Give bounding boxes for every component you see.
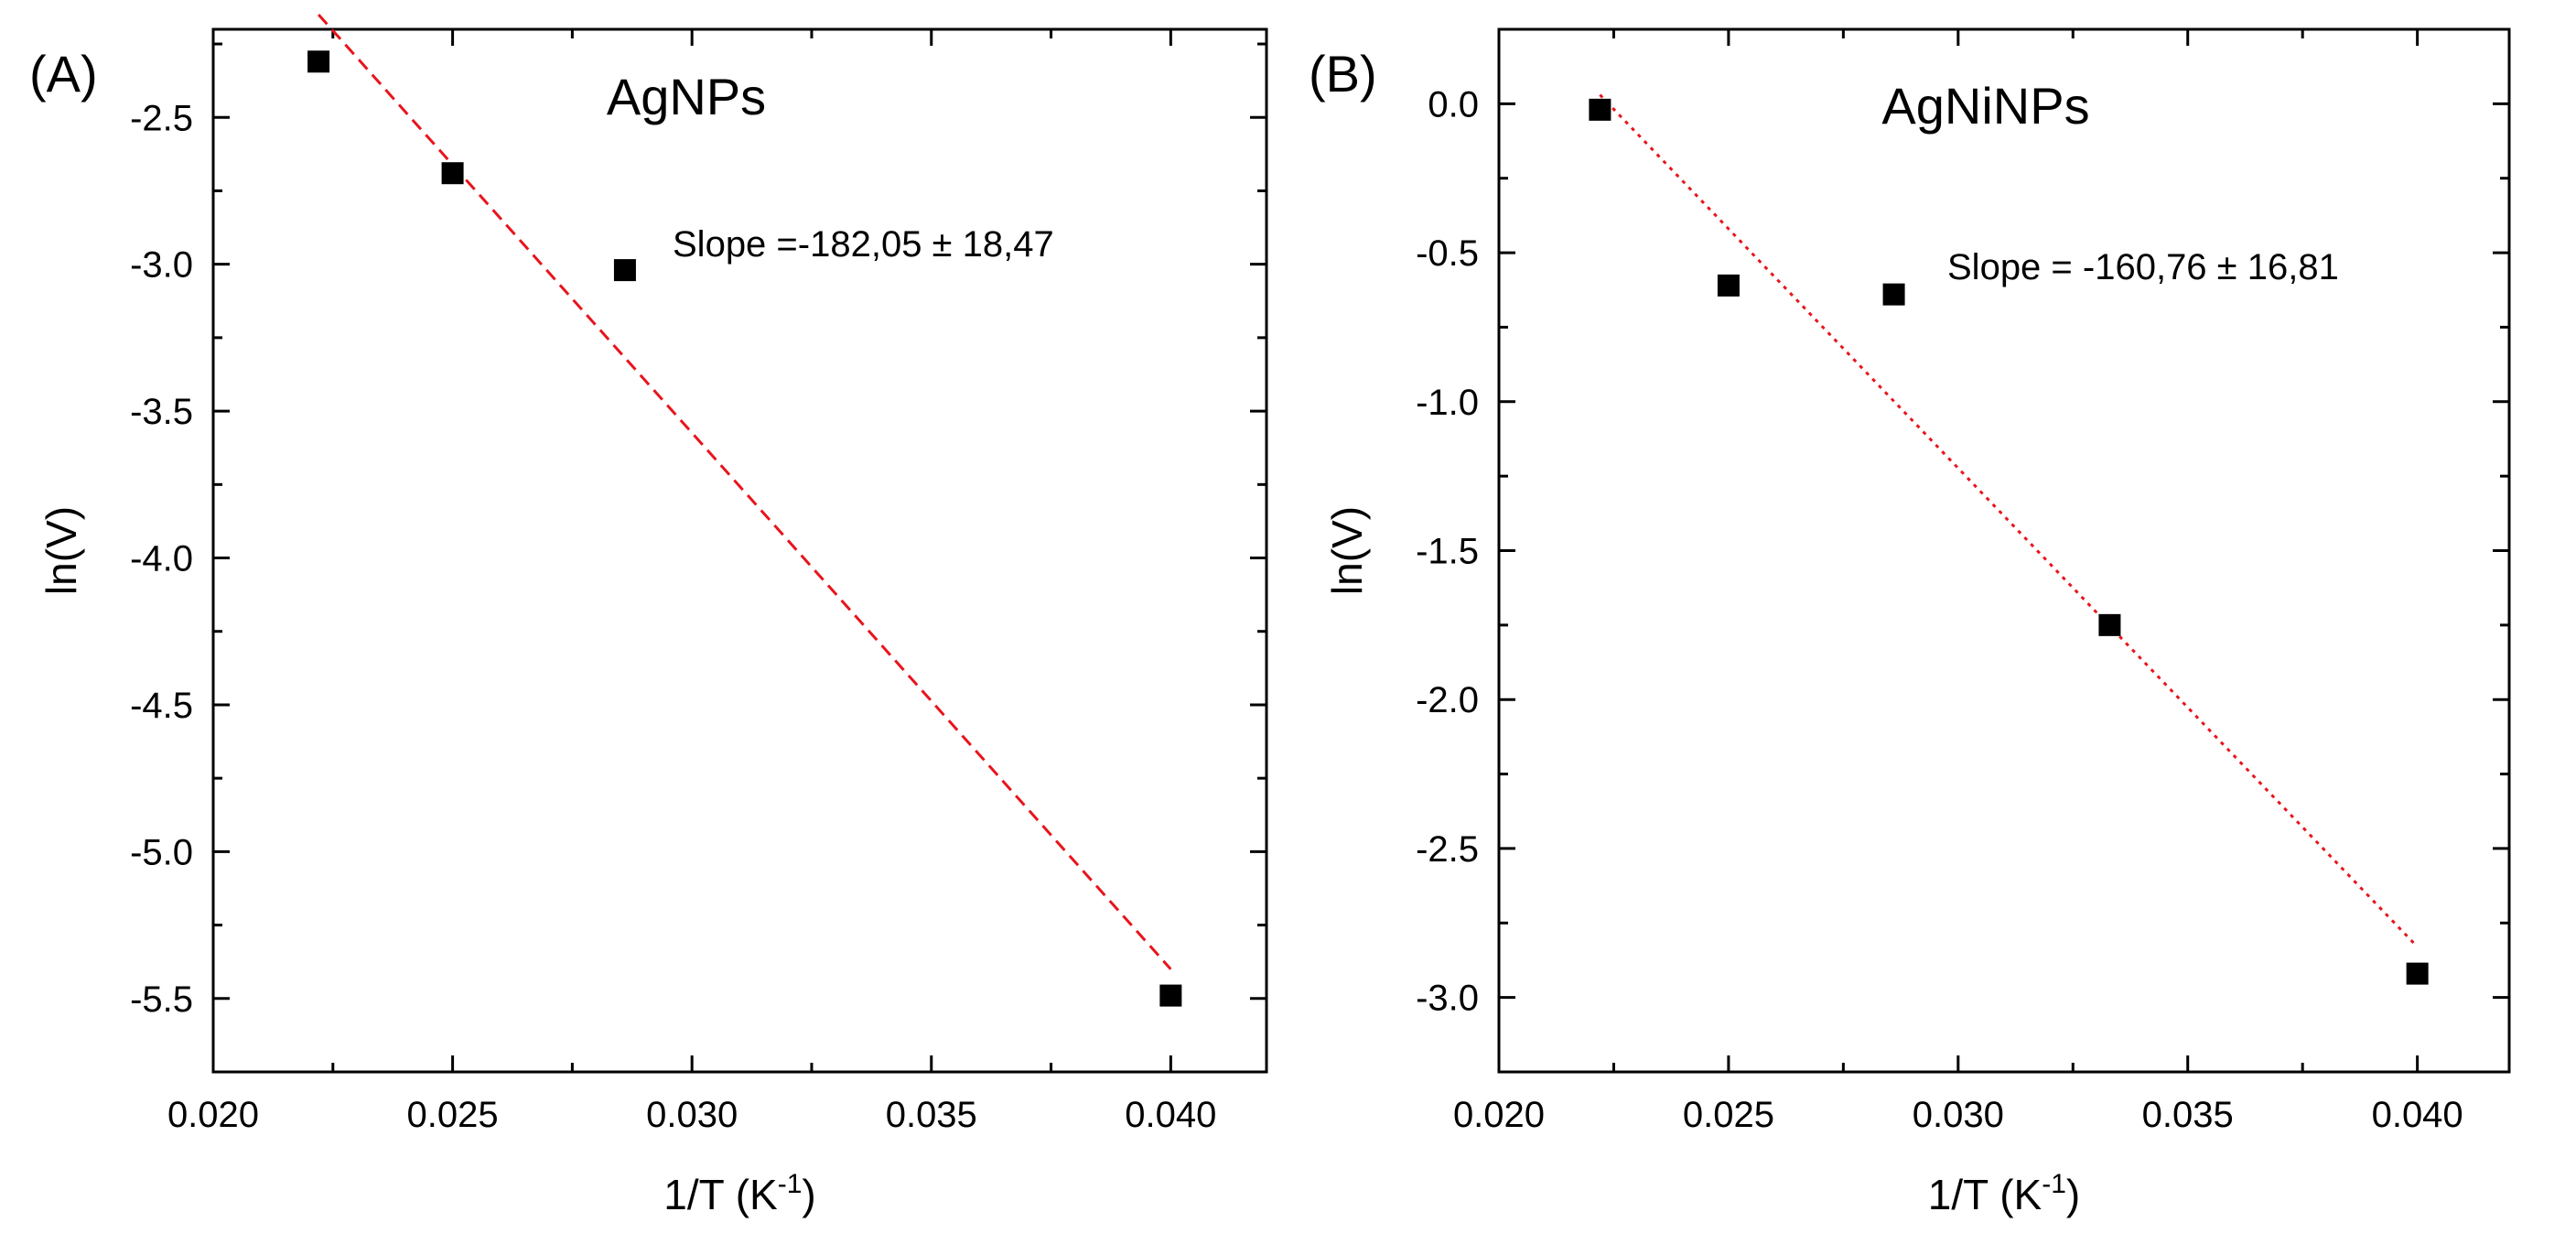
x-axis-title: 1/T (K-1): [1928, 1169, 2080, 1218]
x-axis-title-main: 1/T (K: [663, 1171, 778, 1218]
x-tick-label: 0.035: [886, 1095, 977, 1135]
y-tick-label: -1.5: [1416, 532, 1479, 572]
fit-line: [317, 13, 1172, 970]
x-axis-title: 1/T (K-1): [663, 1169, 815, 1218]
x-axis-title-end: ): [2066, 1171, 2080, 1218]
x-tick-label: 0.030: [646, 1095, 738, 1135]
x-tick-label: 0.030: [1913, 1095, 2004, 1135]
x-tick-label: 0.020: [167, 1095, 259, 1135]
x-tick-label: 0.025: [407, 1095, 499, 1135]
y-tick-label: -3.5: [130, 392, 193, 432]
data-point: [1159, 984, 1182, 1007]
y-tick-label: -2.5: [130, 98, 193, 138]
y-tick-label: 0.0: [1428, 84, 1479, 124]
panel-label: (B): [1309, 45, 1377, 103]
x-axis-title-main: 1/T (K: [1928, 1171, 2042, 1218]
data-point: [1589, 98, 1611, 121]
data-point: [1882, 283, 1905, 306]
plot-frame: [1497, 27, 2511, 1074]
plot-frame: [211, 27, 1268, 1074]
y-tick-label: -4.0: [130, 539, 193, 579]
y-tick-label: -3.0: [1416, 979, 1479, 1019]
data-point: [307, 50, 330, 73]
y-axis-title: ln(V): [1323, 506, 1371, 595]
panel-a: 0.020 0.025 0.030 0.035 0.040 -2.5 -3.0 -3.5 -4.…: [29, 13, 1268, 1218]
y-tick-label: -5.5: [130, 979, 193, 1020]
panel-title: AgNPs: [607, 68, 766, 125]
x-tick-label: 0.035: [2142, 1095, 2234, 1135]
data-point: [1717, 274, 1740, 297]
y-tick-label: -2.5: [1416, 829, 1479, 870]
y-tick-label: -1.0: [1416, 383, 1479, 423]
x-axis-title-sup: -1: [778, 1169, 803, 1199]
data-point: [613, 259, 636, 282]
x-axis-title-end: ): [802, 1171, 815, 1218]
panel-title: AgNiNPs: [1881, 77, 2089, 135]
panel-label: (A): [29, 45, 98, 103]
y-tick-label: -4.5: [130, 686, 193, 726]
fit-line: [1599, 93, 2419, 948]
x-tick-label: 0.040: [1125, 1095, 1216, 1135]
y-tick-label: -2.0: [1416, 680, 1479, 720]
y-tick-label: -5.0: [130, 832, 193, 872]
y-tick-label: -3.0: [130, 245, 193, 286]
slope-annotation: Slope = -160,76 ± 16,81: [1947, 247, 2339, 287]
y-axis-title: ln(V): [38, 506, 85, 595]
data-point: [2098, 613, 2121, 636]
x-tick-label: 0.040: [2372, 1095, 2463, 1135]
panel-b: 0.020 0.025 0.030 0.035 0.040 0.0 -0.5 -1.0 -1.5…: [1309, 27, 2511, 1218]
x-axis-title-sup: -1: [2042, 1169, 2066, 1199]
x-tick-label: 0.020: [1453, 1095, 1545, 1135]
slope-annotation: Slope =-182,05 ± 18,47: [673, 224, 1054, 265]
data-point: [441, 162, 464, 185]
y-tick-label: -0.5: [1416, 233, 1479, 274]
data-point: [2406, 962, 2429, 985]
x-tick-label: 0.025: [1683, 1095, 1774, 1135]
